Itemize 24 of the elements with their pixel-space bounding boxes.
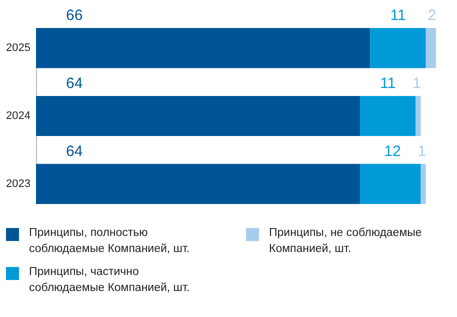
- legend-label: Принципы, полностью соблюдаемые Компанией, шт.: [29, 226, 191, 257]
- data-label: 66: [66, 7, 83, 24]
- bar: [360, 164, 421, 204]
- bar: [426, 28, 436, 68]
- legend-label: Принципы, не соблюдаемые Компанией, шт.: [269, 226, 423, 257]
- data-label: 11: [390, 7, 406, 24]
- legend-label: Принципы, частично соблюдаемые Компанией, шт.: [29, 265, 191, 296]
- bar: [420, 164, 426, 204]
- bar: [360, 96, 416, 136]
- y-tick-label: 2023: [6, 178, 30, 190]
- bar: [36, 28, 370, 68]
- data-label: 1: [418, 142, 426, 160]
- bar: [36, 164, 360, 204]
- data-label: 64: [66, 142, 83, 160]
- bar: [36, 96, 360, 136]
- data-label: 2: [428, 7, 436, 24]
- data-label: 12: [384, 142, 401, 160]
- bar: [416, 96, 421, 136]
- data-label: 64: [66, 74, 83, 92]
- bar: [370, 28, 426, 68]
- data-label: 1: [412, 74, 421, 92]
- y-tick-label: 2024: [6, 110, 30, 122]
- y-tick-label: 2025: [6, 42, 30, 54]
- data-label: 11: [380, 74, 396, 92]
